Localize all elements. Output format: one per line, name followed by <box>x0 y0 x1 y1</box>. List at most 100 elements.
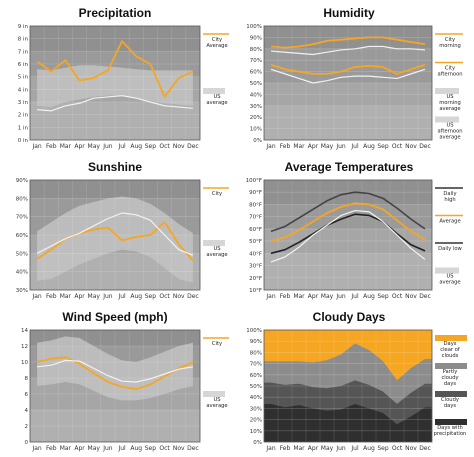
us-average-line <box>37 359 194 383</box>
legend-swatch <box>435 419 467 425</box>
x-tick-label: Jun <box>102 143 113 150</box>
y-tick-label: 2 in <box>18 113 29 119</box>
legend-label: Days with <box>437 425 463 431</box>
y-tick-label: 70% <box>250 362 262 368</box>
legend-swatch <box>435 335 467 341</box>
legend-swatch <box>203 240 225 246</box>
precipitation-area <box>264 403 432 442</box>
legend-label: clear of <box>440 347 460 353</box>
legend-label: clouds <box>442 353 459 359</box>
grid-band <box>264 277 432 290</box>
legend-label: morning <box>439 100 461 106</box>
y-tick-label: 30% <box>250 104 262 110</box>
x-tick-label: Dec <box>187 445 199 452</box>
y-tick-label: 7 in <box>18 49 29 55</box>
y-tick-label: 12 <box>21 344 28 350</box>
y-tick-label: 1 in <box>18 125 29 131</box>
legend-label: average <box>439 106 460 112</box>
legend-label: morning <box>439 43 461 49</box>
x-tick-label: Feb <box>280 445 291 452</box>
x-tick-label: Mar <box>293 143 305 150</box>
x-tick-label: May <box>321 293 334 300</box>
y-tick-label: 20% <box>250 418 262 424</box>
y-tick-label: 100% <box>246 328 262 334</box>
x-tick-label: Mar <box>60 445 72 452</box>
grid-band <box>30 114 200 128</box>
y-tick-label: 60°F <box>249 227 262 233</box>
daily-low-line <box>270 213 426 255</box>
y-tick-label: 14 <box>21 328 28 334</box>
x-tick-label: May <box>88 143 101 150</box>
x-tick-label: Aug <box>363 143 375 150</box>
legend-label: City <box>445 66 455 72</box>
plot-frame <box>29 329 201 443</box>
partly-cloudy-area <box>264 343 432 404</box>
y-tick-label: 3 in <box>18 100 29 106</box>
x-tick-label: Mar <box>60 293 72 300</box>
x-tick-label: Apr <box>74 143 85 150</box>
x-tick-label: Apr <box>74 445 85 452</box>
y-tick-label: 70°F <box>249 215 262 221</box>
range-band <box>37 336 193 401</box>
city-morning-line <box>270 36 426 49</box>
us-average-line <box>36 212 194 256</box>
legend-swatch <box>435 391 467 397</box>
x-tick-label: Sep <box>377 143 389 150</box>
grid-band <box>30 426 200 442</box>
y-tick-label: 10% <box>250 429 262 435</box>
legend-label: US <box>446 123 453 129</box>
x-tick-label: Sep <box>145 143 157 150</box>
x-tick-label: May <box>88 293 101 300</box>
grid-band <box>30 410 200 426</box>
cloudy-chart: Cloudy Days 0% 10% 20% 30% 40% 50% 60% 70% 80% 90%… <box>238 310 470 454</box>
grid-band <box>30 102 200 115</box>
legend-label: City <box>212 191 222 197</box>
x-tick-label: Jan <box>265 293 275 300</box>
x-tick-label: Feb <box>46 143 57 150</box>
grid-band <box>264 105 432 118</box>
wind-plot: 0 2 4 6 8 10 12 14 Jan Feb Mar Apr May Jun Jul Aug Sep Oc… <box>21 328 229 452</box>
legend-label: average <box>206 252 227 258</box>
legend-label: Average <box>439 219 460 225</box>
grid-band <box>264 241 432 254</box>
y-tick-label: 8 in <box>18 37 29 43</box>
grid-band <box>30 38 200 52</box>
x-tick-label: Feb <box>280 143 291 150</box>
temperatures-title: Average Temperatures <box>284 160 414 174</box>
x-tick-label: Sep <box>145 445 157 452</box>
y-tick-label: 9 in <box>18 24 29 30</box>
x-tick-label: Aug <box>130 293 142 300</box>
y-tick-label: 80% <box>250 47 262 53</box>
y-tick-label: 100°F <box>246 178 262 184</box>
x-tick-label: Jul <box>117 445 126 452</box>
cloudy-title: Cloudy Days <box>312 310 386 324</box>
y-tick-label: 2 <box>25 424 29 430</box>
range-band <box>37 196 193 283</box>
x-tick-label: Jun <box>335 293 346 300</box>
x-tick-label: Jan <box>31 293 41 300</box>
x-tick-label: Jan <box>265 143 275 150</box>
y-tick-label: 0 in <box>18 138 29 144</box>
legend-label: average <box>206 403 227 409</box>
x-tick-label: Nov <box>405 445 417 452</box>
x-tick-label: Nov <box>173 143 185 150</box>
x-tick-label: Sep <box>377 293 389 300</box>
legend-label: City <box>212 37 222 43</box>
legend-label: US <box>213 397 220 403</box>
y-tick-label: 4 in <box>18 87 29 93</box>
wind-chart: Wind Speed (mph) 0 2 4 6 8 10 12 14 Jan Feb Mar Apr M… <box>4 310 236 454</box>
grid-band <box>30 180 200 199</box>
y-tick-label: 70% <box>16 215 28 221</box>
daily-high-line <box>270 191 426 233</box>
y-tick-label: 50% <box>16 251 28 257</box>
x-tick-label: Dec <box>419 293 431 300</box>
y-tick-label: 100% <box>246 24 262 30</box>
x-tick-label: May <box>321 445 334 452</box>
humidity-title: Humidity <box>323 6 375 20</box>
y-tick-label: 90% <box>16 178 28 184</box>
x-tick-label: Dec <box>419 445 431 452</box>
legend-label: afternoon <box>437 72 462 78</box>
legend-label: days <box>444 403 457 409</box>
y-tick-label: 6 in <box>18 62 29 68</box>
y-tick-label: 40% <box>250 92 262 98</box>
